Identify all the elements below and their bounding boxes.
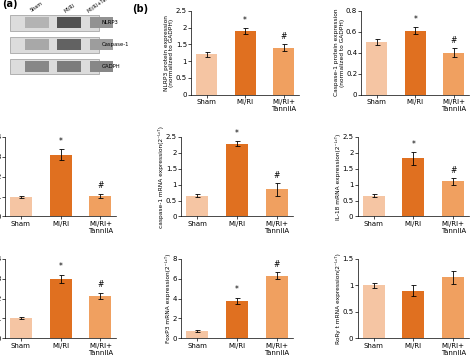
Bar [402,158,424,216]
Text: *: * [235,285,239,294]
Bar [186,196,208,216]
Bar [57,18,81,28]
Bar [366,42,387,95]
Bar [186,332,208,338]
Bar [10,197,32,216]
Text: (a): (a) [2,0,18,9]
Text: *: * [243,16,247,25]
Bar [405,31,426,95]
Bar [10,319,32,338]
Bar [363,196,384,216]
Text: (b): (b) [132,4,148,14]
Text: #: # [273,260,280,269]
Bar [90,296,111,338]
Text: #: # [97,280,103,289]
Bar [9,15,99,31]
Text: *: * [411,140,415,149]
Bar [266,189,288,216]
Text: MI/RI+Tan II A: MI/RI+Tan II A [86,0,117,13]
Bar [9,59,99,75]
Bar [25,18,49,28]
Text: #: # [451,36,457,45]
Text: Caspase-1: Caspase-1 [101,42,129,47]
Bar [226,301,248,338]
Bar [443,53,465,95]
Bar [363,285,384,338]
Bar [57,61,81,72]
Bar [273,48,294,95]
Text: NLRP3: NLRP3 [101,21,118,26]
Text: MI/RI: MI/RI [63,2,76,13]
Y-axis label: NLRP3 protein expression
(normalized to GADPH): NLRP3 protein expression (normalized to … [164,15,174,91]
Y-axis label: IL-18 mRNA expression(2⁻ᴸᶜᵀ): IL-18 mRNA expression(2⁻ᴸᶜᵀ) [335,134,341,220]
Bar [90,18,113,28]
Bar [266,276,288,338]
Text: *: * [59,262,63,271]
Y-axis label: FoxP3 mRNA expression(2⁻ᴸᶜᵀ): FoxP3 mRNA expression(2⁻ᴸᶜᵀ) [165,254,171,343]
Bar [90,39,113,50]
Bar [235,31,255,95]
Text: Sham: Sham [30,1,44,13]
Bar [402,291,424,338]
Bar [90,195,111,216]
Y-axis label: caspase-1 mRNA expression(2⁻ᴸᶜᵀ): caspase-1 mRNA expression(2⁻ᴸᶜᵀ) [158,126,164,228]
Text: *: * [59,137,63,146]
Bar [226,144,248,216]
Y-axis label: RoRy t mRNA expression(2⁻ᴸᶜᵀ): RoRy t mRNA expression(2⁻ᴸᶜᵀ) [335,253,341,344]
Bar [442,277,464,338]
Y-axis label: Caspase-1 protein expression
(normalized to GADPH): Caspase-1 protein expression (normalized… [334,9,345,96]
Bar [57,39,81,50]
Bar [9,37,99,53]
Text: *: * [235,129,239,138]
Bar [50,279,72,338]
Bar [50,155,72,216]
Text: #: # [281,32,287,41]
Bar [442,181,464,216]
Bar [25,61,49,72]
Text: #: # [450,166,456,175]
Text: #: # [273,171,280,180]
Text: GADPH: GADPH [101,64,120,69]
Text: *: * [413,15,417,24]
Bar [25,39,49,50]
Bar [90,61,113,72]
Text: #: # [97,181,103,190]
Bar [196,54,217,95]
